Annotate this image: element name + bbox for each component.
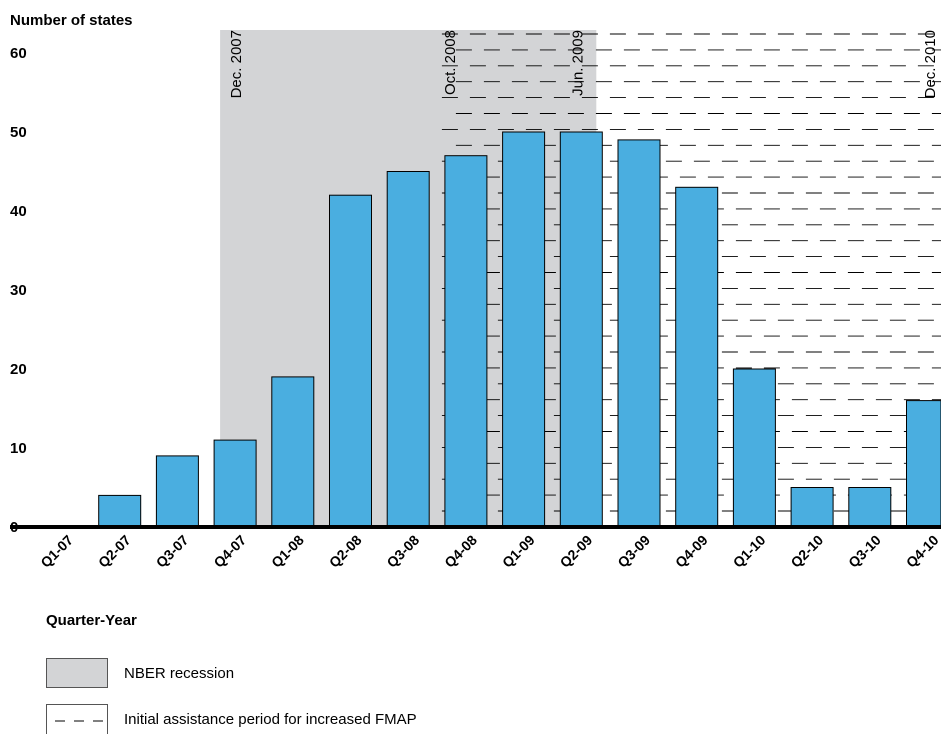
date-annotation: Dec. 2007 [228, 30, 245, 98]
x-tick-label: Q4-09 [672, 532, 711, 571]
legend-label-recession: NBER recession [124, 665, 234, 682]
x-tick-label: Q3-10 [845, 532, 884, 571]
x-tick-label: Q4-07 [210, 532, 249, 571]
bar-q2-10 [791, 488, 833, 528]
bar-q4-08 [445, 156, 487, 527]
x-tick-label: Q2-08 [326, 532, 365, 571]
bar-q4-07 [214, 440, 256, 527]
y-tick-label: 50 [10, 124, 27, 141]
bar-q1-08 [272, 377, 314, 527]
x-tick-label: Q2-10 [787, 532, 826, 571]
date-annotation: Oct. 2008 [442, 30, 459, 95]
bar-q3-09 [618, 140, 660, 527]
bar-chart: 0 10 20 30 40 50 60 Q1-07 Q2-07 Q3-07 Q4-07 Q1-08 Q2… [0, 0, 941, 600]
bar-q3-10 [849, 488, 891, 528]
x-tick-label: Q1-10 [730, 532, 769, 571]
y-tick-label: 60 [10, 45, 27, 62]
bar-q4-10 [907, 401, 941, 527]
x-tick-label: Q3-09 [614, 532, 653, 571]
x-tick-label: Q1-08 [268, 532, 307, 571]
y-tick-label: 30 [10, 282, 27, 299]
date-annotation: Jun. 2009 [569, 30, 586, 96]
x-tick-label: Q4-08 [441, 532, 480, 571]
x-tick-label: Q3-07 [153, 532, 192, 571]
legend-swatch-fmap [46, 704, 108, 734]
bar-q3-07 [156, 456, 198, 527]
legend-item-recession: NBER recession [46, 658, 234, 688]
bar-q2-09 [560, 132, 602, 527]
bar-q1-09 [503, 132, 545, 527]
x-tick-label: Q3-08 [383, 532, 422, 571]
bar-q4-09 [676, 187, 718, 527]
x-tick-label: Q2-07 [95, 532, 134, 571]
bar-q3-08 [387, 172, 429, 528]
bar-q2-07 [99, 495, 141, 527]
x-tick-label: Q1-07 [37, 532, 76, 571]
y-tick-label: 20 [10, 361, 27, 378]
legend-item-fmap: Initial assistance period for increased … [46, 704, 417, 734]
date-annotation: Dec. 2010 [922, 30, 939, 98]
x-tick-label: Q2-09 [557, 532, 596, 571]
y-tick-label: 40 [10, 203, 27, 220]
x-tick-label: Q1-09 [499, 532, 538, 571]
y-tick-label: 0 [10, 519, 18, 536]
x-tick-label: Q4-10 [903, 532, 941, 571]
legend-label-fmap: Initial assistance period for increased … [124, 711, 417, 728]
bar-q2-08 [330, 195, 372, 527]
x-axis-title: Quarter-Year [46, 612, 137, 629]
legend-swatch-recession [46, 658, 108, 688]
bar-q1-10 [733, 369, 775, 527]
y-tick-label: 10 [10, 440, 27, 457]
